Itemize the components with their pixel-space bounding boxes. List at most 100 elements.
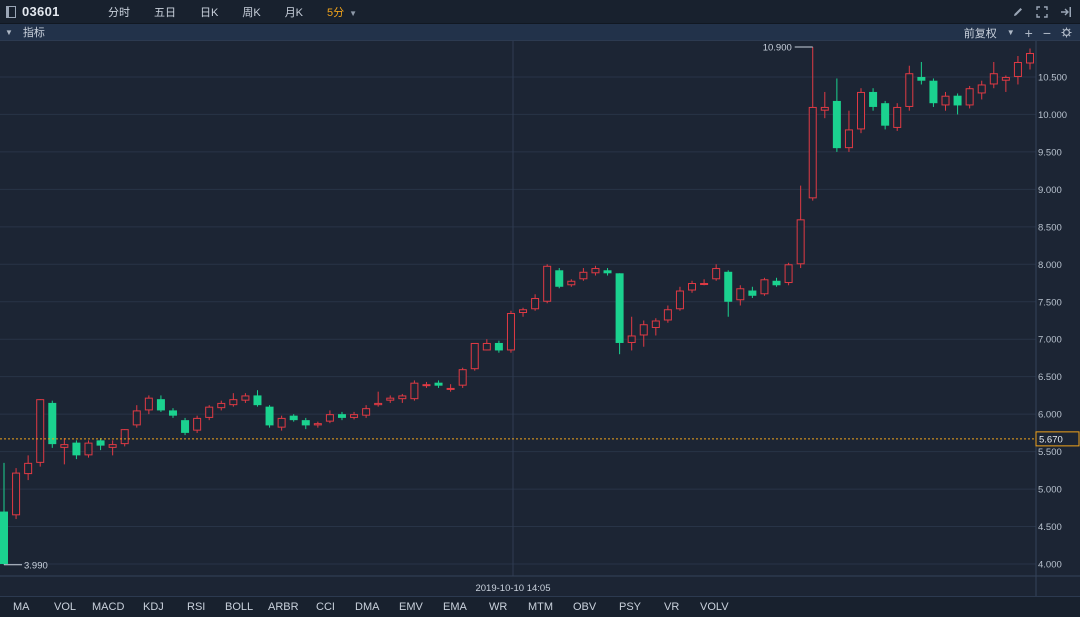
indicator-arbr[interactable]: ARBR — [268, 601, 299, 613]
y-tick-label: 8.000 — [1038, 260, 1062, 271]
fullscreen-icon[interactable] — [1036, 6, 1048, 18]
candle-body-down — [168, 410, 177, 416]
indicator-psy[interactable]: PSY — [619, 601, 642, 613]
candle-body-up — [712, 268, 721, 280]
candle-body-up — [470, 342, 479, 370]
candle-body-down — [494, 342, 503, 351]
candle-body-up — [374, 402, 383, 406]
candle-body-up — [1001, 76, 1010, 81]
minus-icon[interactable]: − — [1042, 24, 1051, 41]
indicator-cci[interactable]: CCI — [316, 601, 335, 613]
min-price-label: 3.990 — [24, 560, 48, 571]
indicator-bar-controls: 前复权 ▼ + − — [964, 24, 1072, 41]
candle-body-up — [132, 410, 141, 426]
candle-body-down — [881, 103, 890, 126]
tab-intraday[interactable]: 分时 — [108, 7, 130, 19]
candle-body-up — [651, 320, 660, 328]
tab-five-day[interactable]: 五日 — [154, 7, 176, 19]
candle-body-up — [36, 399, 45, 463]
candle-body-up — [60, 444, 69, 448]
candle-body-up — [229, 399, 238, 406]
candle-body-up — [905, 73, 914, 107]
tab-5min[interactable]: 5分 ▼ — [327, 4, 357, 20]
candle-body-up — [941, 95, 950, 106]
candle-body-up — [857, 91, 866, 130]
candle-body-up — [398, 395, 407, 400]
pencil-icon[interactable] — [1012, 6, 1024, 18]
indicator-rsi[interactable]: RSI — [187, 601, 206, 613]
indicator-boll[interactable]: BOLL — [225, 601, 254, 613]
candle-body-down — [434, 382, 443, 386]
tab-monthly-k[interactable]: 月K — [284, 7, 304, 19]
tab-daily-k[interactable]: 日K — [200, 7, 219, 19]
indicator-ema[interactable]: EMA — [443, 601, 467, 613]
toolbar-icons — [1012, 0, 1072, 24]
adjust-mode-label[interactable]: 前复权 — [963, 27, 997, 40]
candle-body-up — [639, 324, 648, 336]
indicator-dma[interactable]: DMA — [355, 601, 380, 613]
indicator-vol[interactable]: VOL — [54, 601, 77, 613]
candle-body-up — [446, 387, 455, 390]
candle-body-up — [241, 395, 250, 401]
candle-body-down — [289, 415, 298, 421]
y-tick-label: 6.000 — [1038, 410, 1062, 421]
candle-body-up — [120, 429, 129, 445]
candle-body-down — [72, 442, 81, 456]
indicator-wr[interactable]: WR — [489, 601, 508, 613]
candle-body-down — [337, 414, 346, 418]
candle-body-up — [796, 219, 805, 265]
settings-gear-icon[interactable] — [1061, 27, 1072, 38]
indicator-bar: ▼ 指标 前复权 ▼ + − — [0, 24, 1080, 41]
indicator-kdj[interactable]: KDJ — [143, 601, 164, 613]
candle-body-down — [869, 91, 878, 107]
candle-body-down — [0, 511, 8, 565]
y-tick-label: 10.000 — [1038, 110, 1067, 121]
candle-body-down — [156, 399, 165, 411]
indicator-volv[interactable]: VOLV — [700, 601, 729, 613]
y-tick-label: 10.500 — [1038, 72, 1067, 83]
candle-body-up — [675, 290, 684, 310]
candle-body-down — [301, 420, 310, 426]
y-tick-label: 5.500 — [1038, 447, 1062, 458]
candle-body-down — [929, 80, 938, 104]
chart-background — [0, 41, 1080, 596]
candle-body-up — [519, 309, 528, 313]
candle-body-up — [820, 106, 829, 111]
chevron-down-icon[interactable]: ▼ — [349, 9, 358, 18]
indicator-list: MA VOL MACD KDJ RSI BOLL ARBR CCI DMA EM… — [0, 596, 1080, 617]
candle-body-up — [193, 417, 202, 431]
candle-body-up — [217, 402, 226, 409]
candle-body-up — [700, 283, 709, 286]
indicator-macd[interactable]: MACD — [92, 601, 125, 613]
candle-body-up — [12, 472, 21, 516]
collapse-triangle-icon[interactable]: ▼ — [5, 27, 13, 37]
indicator-ma[interactable]: MA — [13, 601, 30, 613]
plus-icon[interactable]: + — [1024, 24, 1033, 41]
adjust-dropdown-icon[interactable]: ▼ — [1006, 28, 1015, 37]
candle-body-down — [253, 395, 262, 406]
candle-body-up — [893, 106, 902, 128]
candle-body-up — [760, 279, 769, 295]
tab-weekly-k[interactable]: 周K — [242, 7, 261, 19]
period-tabs: 分时 五日 日K 周K 月K 5分 ▼ — [108, 0, 381, 24]
candle-body-down — [96, 440, 105, 446]
indicator-obv[interactable]: OBV — [573, 601, 597, 613]
panel-toggle-icon[interactable] — [6, 5, 16, 18]
y-tick-label: 8.500 — [1038, 222, 1062, 233]
candle-body-up — [844, 129, 853, 149]
y-tick-label: 4.000 — [1038, 560, 1062, 571]
symbol-code: 03601 — [22, 4, 60, 19]
indicator-emv[interactable]: EMV — [399, 601, 423, 613]
exit-icon[interactable] — [1060, 6, 1072, 18]
indicator-vr[interactable]: VR — [664, 601, 680, 613]
indicator-mtm[interactable]: MTM — [528, 601, 554, 613]
candle-body-up — [458, 369, 467, 386]
candle-body-down — [48, 402, 57, 445]
candle-body-up — [350, 414, 359, 418]
candle-body-up — [205, 406, 214, 418]
candle-body-down — [748, 290, 757, 296]
candlestick-chart[interactable]: 4.000 4.500 5.000 5.500 6.000 6.500 7.000 7.500… — [0, 41, 1080, 596]
candle-body-up — [422, 384, 431, 387]
indicator-label[interactable]: 指标 — [22, 27, 45, 39]
candle-body-down — [832, 100, 841, 149]
